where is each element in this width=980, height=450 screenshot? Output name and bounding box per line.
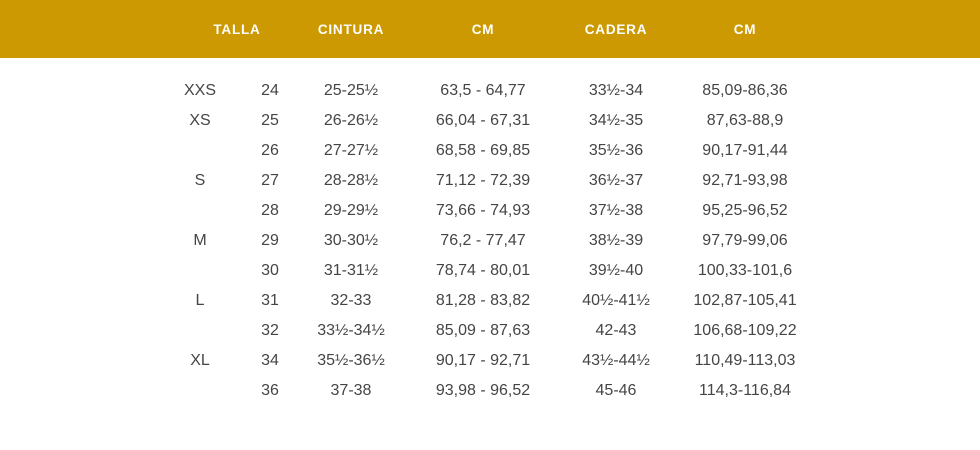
table-row: L 31 32-33 81,28 - 83,82 40½-41½ 102,87-… <box>0 286 980 316</box>
cell-hip-cm: 102,87-105,41 <box>693 292 797 309</box>
cell-waist-cm: 93,98 - 96,52 <box>435 382 531 399</box>
cell-waist-cm: 63,5 - 64,77 <box>440 82 526 99</box>
cell-size-number: 31 <box>261 292 279 309</box>
column-header-cintura: CINTURA <box>317 21 385 37</box>
cell-hip-inches: 37½-38 <box>588 202 644 219</box>
cell-size-label: XL <box>190 352 210 369</box>
cell-size-number: 32 <box>261 322 279 339</box>
cell-hip-inches: 39½-40 <box>588 262 644 279</box>
cell-hip-inches: 36½-37 <box>588 172 644 189</box>
cell-waist-cm: 90,17 - 92,71 <box>435 352 531 369</box>
table-row: S 27 28-28½ 71,12 - 72,39 36½-37 92,71-9… <box>0 166 980 196</box>
cell-waist-inches: 35½-36½ <box>317 352 385 369</box>
size-chart-header: TALLA CINTURA CM CADERA CM <box>0 0 980 58</box>
cell-hip-inches: 43½-44½ <box>582 352 650 369</box>
cell-hip-inches: 35½-36 <box>588 142 644 159</box>
cell-size-number: 24 <box>261 82 279 99</box>
cell-waist-cm: 68,58 - 69,85 <box>435 142 531 159</box>
cell-waist-cm: 71,12 - 72,39 <box>435 172 531 189</box>
cell-hip-inches: 33½-34 <box>588 82 644 99</box>
cell-waist-inches: 33½-34½ <box>317 322 385 339</box>
cell-hip-cm: 90,17-91,44 <box>702 142 788 159</box>
table-row: 30 31-31½ 78,74 - 80,01 39½-40 100,33-10… <box>0 256 980 286</box>
cell-size-label: XXS <box>183 82 216 99</box>
cell-hip-cm: 97,79-99,06 <box>702 232 788 249</box>
cell-size-number: 25 <box>261 112 279 129</box>
cell-hip-inches: 42-43 <box>595 322 637 339</box>
cell-size-label: XS <box>189 112 211 129</box>
cell-size-number: 28 <box>261 202 279 219</box>
cell-hip-cm: 114,3-116,84 <box>699 382 791 399</box>
cell-hip-inches: 38½-39 <box>588 232 644 249</box>
column-header-cadera: CADERA <box>584 21 648 37</box>
cell-size-number: 30 <box>261 262 279 279</box>
cell-size-label: S <box>194 172 206 189</box>
column-header-cadera-cm: CM <box>733 21 757 37</box>
cell-waist-inches: 37-38 <box>330 382 372 399</box>
size-chart-body: XXS 24 25-25½ 63,5 - 64,77 33½-34 85,09-… <box>0 58 980 406</box>
table-row: 36 37-38 93,98 - 96,52 45-46 114,3-116,8… <box>0 376 980 406</box>
cell-hip-cm: 87,63-88,9 <box>706 112 784 129</box>
cell-waist-cm: 85,09 - 87,63 <box>435 322 531 339</box>
cell-waist-inches: 27-27½ <box>323 142 379 159</box>
table-row: 28 29-29½ 73,66 - 74,93 37½-38 95,25-96,… <box>0 196 980 226</box>
column-header-talla: TALLA <box>213 21 261 37</box>
cell-waist-inches: 32-33 <box>330 292 372 309</box>
cell-size-number: 27 <box>261 172 279 189</box>
table-row: 32 33½-34½ 85,09 - 87,63 42-43 106,68-10… <box>0 316 980 346</box>
table-row: M 29 30-30½ 76,2 - 77,47 38½-39 97,79-99… <box>0 226 980 256</box>
cell-waist-inches: 25-25½ <box>323 82 379 99</box>
cell-hip-cm: 95,25-96,52 <box>702 202 788 219</box>
cell-size-label: L <box>195 292 205 309</box>
cell-waist-inches: 31-31½ <box>323 262 379 279</box>
cell-size-number: 34 <box>261 352 279 369</box>
table-row: 26 27-27½ 68,58 - 69,85 35½-36 90,17-91,… <box>0 136 980 166</box>
table-row: XL 34 35½-36½ 90,17 - 92,71 43½-44½ 110,… <box>0 346 980 376</box>
cell-waist-cm: 81,28 - 83,82 <box>435 292 531 309</box>
table-row: XXS 24 25-25½ 63,5 - 64,77 33½-34 85,09-… <box>0 76 980 106</box>
cell-waist-cm: 78,74 - 80,01 <box>435 262 531 279</box>
cell-waist-cm: 76,2 - 77,47 <box>440 232 526 249</box>
cell-size-number: 26 <box>261 142 279 159</box>
cell-hip-inches: 45-46 <box>595 382 637 399</box>
cell-size-number: 36 <box>261 382 279 399</box>
cell-waist-cm: 73,66 - 74,93 <box>435 202 531 219</box>
cell-hip-cm: 106,68-109,22 <box>693 322 797 339</box>
cell-size-label: M <box>193 232 207 249</box>
cell-hip-inches: 34½-35 <box>588 112 644 129</box>
cell-hip-cm: 110,49-113,03 <box>694 352 796 369</box>
cell-waist-inches: 28-28½ <box>323 172 379 189</box>
column-header-cintura-cm: CM <box>471 21 495 37</box>
cell-waist-cm: 66,04 - 67,31 <box>435 112 531 129</box>
cell-waist-inches: 30-30½ <box>323 232 379 249</box>
cell-waist-inches: 29-29½ <box>323 202 379 219</box>
cell-waist-inches: 26-26½ <box>323 112 379 129</box>
cell-hip-inches: 40½-41½ <box>582 292 650 309</box>
table-row: XS 25 26-26½ 66,04 - 67,31 34½-35 87,63-… <box>0 106 980 136</box>
cell-hip-cm: 92,71-93,98 <box>702 172 788 189</box>
cell-hip-cm: 85,09-86,36 <box>702 82 788 99</box>
cell-hip-cm: 100,33-101,6 <box>697 262 793 279</box>
cell-size-number: 29 <box>261 232 279 249</box>
